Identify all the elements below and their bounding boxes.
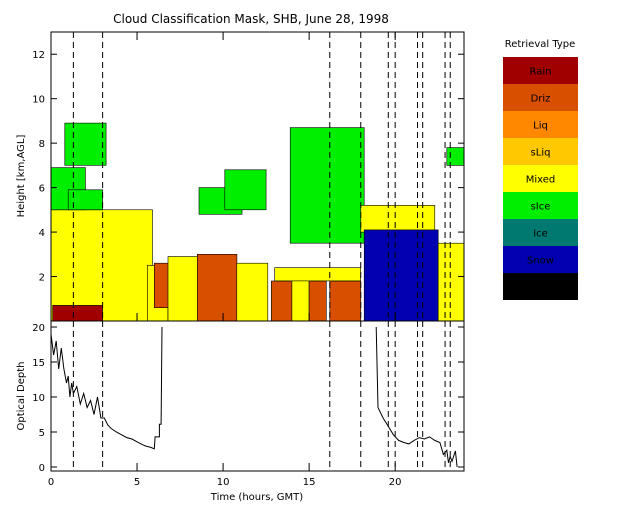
bottom-y-axis-label: Optical Depth — [16, 362, 27, 431]
region-rain-1 — [52, 305, 103, 322]
x-tick-label-2: 10 — [217, 477, 230, 488]
cloud-regions — [50, 122, 465, 322]
optical-depth-series-0 — [50, 326, 163, 450]
legend-label-driz: Driz — [531, 94, 551, 105]
top-y-tick-label-2: 6 — [39, 184, 45, 195]
legend-label-mixed: Mixed — [526, 175, 556, 186]
bottom-dashed-lines — [72, 321, 451, 471]
region-mixed-20 — [437, 242, 465, 322]
legend-label-rain: Rain — [530, 67, 552, 78]
chart-title: Cloud Classification Mask, SHB, June 28,… — [113, 12, 389, 26]
legend-swatch-sice — [503, 192, 578, 219]
bottom-plot-frame — [50, 320, 465, 472]
region-sice-3 — [64, 122, 107, 166]
x-tick-label-4: 20 — [389, 477, 402, 488]
bottom-y-tick-label-0: 0 — [39, 463, 45, 474]
region-mixed-18 — [360, 205, 436, 233]
legend-swatch-uncrt — [503, 273, 578, 300]
region-driz-12 — [270, 280, 293, 322]
region-driz-14 — [308, 280, 327, 322]
legend-swatch-mixed — [503, 165, 578, 192]
top-y-tick-label-0: 2 — [39, 273, 45, 284]
legend-swatch-snow — [503, 246, 578, 273]
region-mixed-0 — [50, 209, 153, 322]
classification-mask-panel: 2 4 6 8 10 12 Height [km,AGL] — [16, 31, 465, 322]
region-sice-4 — [67, 189, 103, 211]
top-y-tick-label-1: 4 — [39, 228, 45, 239]
optical-depth-lines — [50, 326, 458, 468]
bottom-y-tick-label-2: 10 — [32, 393, 45, 404]
x-tick-label-0: 0 — [48, 477, 54, 488]
bottom-y-tick-label-1: 5 — [39, 428, 45, 439]
region-sice-17 — [289, 127, 365, 244]
top-y-tick-label-5: 12 — [32, 50, 45, 61]
top-y-tick-label-3: 8 — [39, 139, 45, 150]
x-tick-label-1: 5 — [134, 477, 140, 488]
region-mixed-16 — [274, 267, 362, 282]
region-sice-11 — [224, 169, 267, 211]
bottom-y-tick-label-3: 15 — [32, 358, 45, 369]
region-driz-15 — [329, 280, 362, 322]
optical-depth-panel: 0 5 10 15 20 0 5 10 15 20 Optical Depth Time (ho… — [16, 320, 465, 503]
legend-swatch-ice — [503, 219, 578, 246]
region-snow-19 — [363, 229, 439, 322]
top-y-axis: 2 4 6 8 10 12 — [32, 50, 464, 284]
legend-items: Rain Driz Liq sLiq Mixed sIce Ice Snow Uncrt — [503, 57, 578, 300]
top-dashed-lines — [72, 32, 451, 321]
top-x-ticks — [50, 32, 396, 321]
legend-swatch-rain — [503, 57, 578, 84]
bottom-x-axis: 0 5 10 15 20 — [48, 463, 402, 488]
legend-swatch-driz — [503, 84, 578, 111]
bottom-y-axis: 0 5 10 15 20 — [32, 323, 464, 474]
x-tick-label-3: 15 — [303, 477, 316, 488]
legend-label-sliq: sLiq — [531, 148, 551, 159]
top-y-axis-label: Height [km,AGL] — [16, 135, 27, 218]
legend-label-liq: Liq — [533, 121, 548, 132]
legend-label-snow: Snow — [527, 256, 554, 267]
top-y-tick-label-4: 10 — [32, 95, 45, 106]
region-sice-21 — [446, 147, 465, 166]
region-driz-8 — [197, 254, 238, 322]
legend-title: Retrieval Type — [505, 39, 576, 50]
legend-swatch-liq — [503, 111, 578, 138]
legend-label-ice: Ice — [533, 229, 548, 240]
legend-label-sice: sIce — [531, 202, 551, 213]
legend: Retrieval Type Rain Driz Liq sLiq Mixed sIce I… — [503, 39, 578, 300]
x-axis-label: Time (hours, GMT) — [210, 492, 304, 503]
region-mixed-13 — [291, 278, 310, 322]
region-mixed-9 — [236, 262, 269, 322]
legend-label-uncrt: Uncrt — [527, 283, 554, 294]
bottom-y-tick-label-4: 20 — [32, 323, 45, 334]
optical-depth-series-1 — [375, 326, 458, 468]
legend-swatch-sliq — [503, 138, 578, 165]
